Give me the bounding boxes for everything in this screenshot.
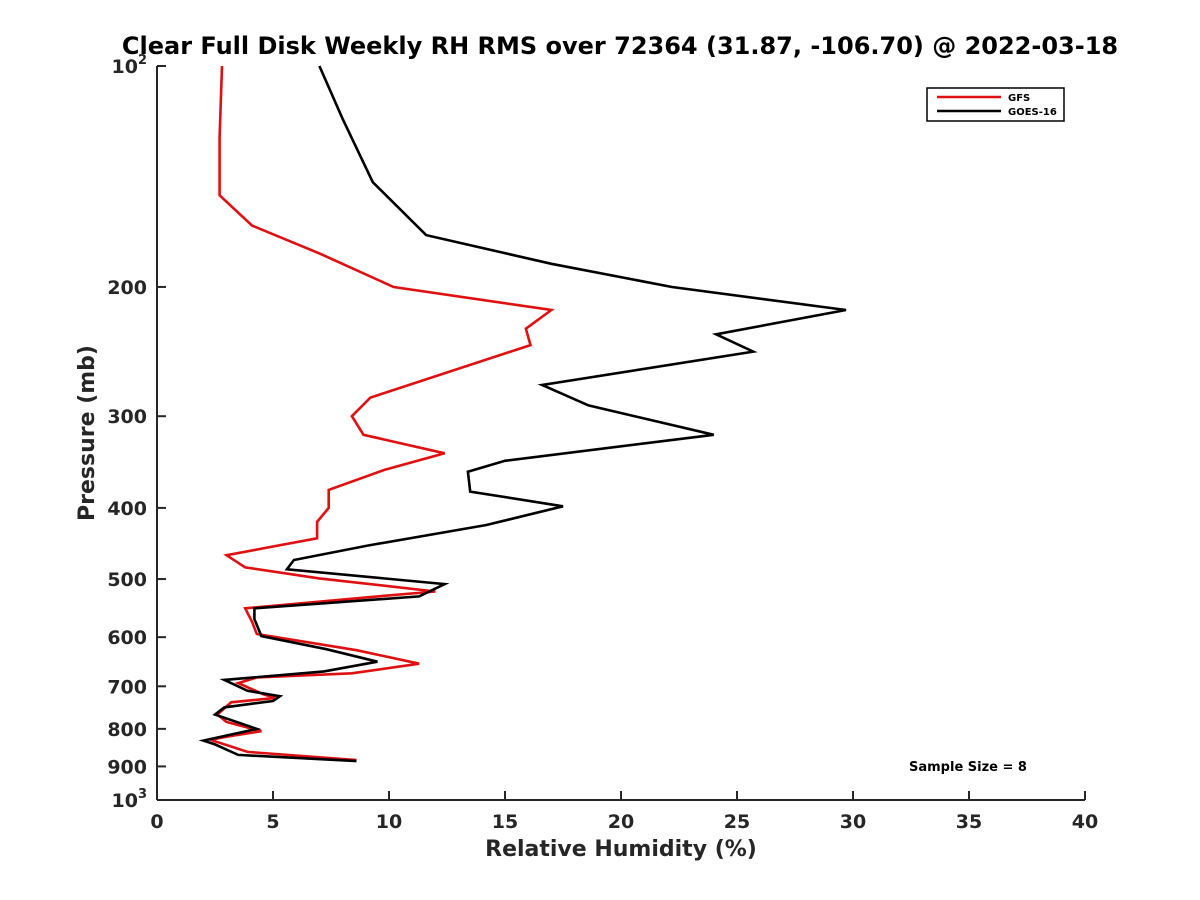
y-tick-base: 400 (107, 498, 147, 520)
y-tick-label: 500 (107, 569, 147, 591)
y-axis-label: Pressure (mb) (75, 345, 100, 521)
y-tick-label: 900 (107, 756, 147, 778)
chart-title: Clear Full Disk Weekly RH RMS over 72364… (122, 32, 1118, 60)
y-tick-label: 200 (107, 277, 147, 299)
legend-label: GFS (1008, 93, 1030, 104)
series-lines (198, 65, 847, 763)
x-tick-label: 25 (724, 811, 750, 833)
y-tick-label: 102 (112, 53, 148, 78)
x-tick-label: 30 (840, 811, 866, 833)
y-tick-base: 800 (107, 719, 147, 741)
y-tick-exponent: 3 (138, 787, 147, 802)
x-tick-label: 40 (1072, 811, 1098, 833)
y-tick-base: 500 (107, 569, 147, 591)
y-tick-label: 300 (107, 406, 147, 428)
x-tick-label: 35 (956, 811, 982, 833)
x-tick-label: 20 (608, 811, 634, 833)
x-axis-label: Relative Humidity (%) (485, 837, 757, 862)
y-tick-label: 800 (107, 719, 147, 741)
y-tick-label: 700 (107, 676, 147, 698)
legend: GFS GOES-16 (926, 87, 1065, 122)
y-tick-label: 400 (107, 498, 147, 520)
y-tick-base: 300 (107, 406, 147, 428)
y-tick-label: 600 (107, 627, 147, 649)
y-tick-base: 10 (112, 790, 138, 812)
x-tick-label: 5 (266, 811, 279, 833)
y-tick-label: 103 (112, 787, 148, 812)
series-line-1 (198, 65, 847, 763)
y-tick-base: 10 (112, 56, 138, 78)
y-tick-base: 900 (107, 756, 147, 778)
axes: 0 5 10 15 20 25 30 35 40102200300400500600700800… (107, 53, 1098, 833)
legend-box (926, 87, 1065, 122)
y-tick-exponent: 2 (138, 53, 147, 68)
x-tick-label: 15 (492, 811, 518, 833)
y-tick-base: 200 (107, 277, 147, 299)
y-tick-base: 700 (107, 676, 147, 698)
x-tick-label: 0 (150, 811, 163, 833)
sample-size-annotation: Sample Size = 8 (909, 760, 1027, 775)
legend-label: GOES-16 (1008, 107, 1057, 118)
y-tick-base: 600 (107, 627, 147, 649)
x-tick-label: 10 (376, 811, 402, 833)
